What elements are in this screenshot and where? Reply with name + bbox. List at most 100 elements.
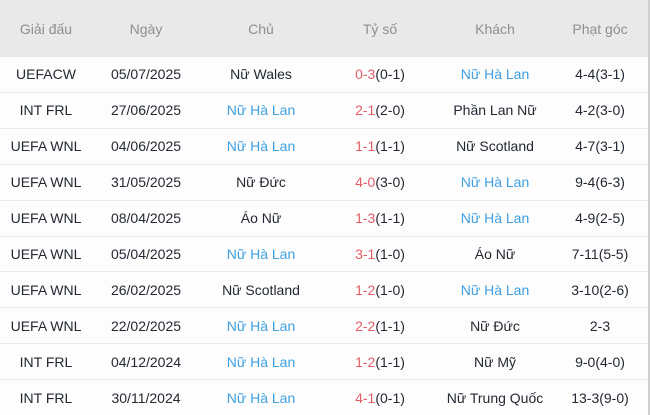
match-row[interactable]: UEFACW 05/07/2025 Nữ Wales 0-3(0-1) Nữ H… (0, 57, 648, 93)
home-team-label: Nữ Hà Lan (226, 353, 296, 370)
date-cell: 27/06/2025 (92, 102, 200, 118)
column-header-league: Giải đấu (19, 20, 73, 37)
corners-cell: 4-7(3-1) (552, 138, 648, 154)
away-team-cell: Nữ Hà Lan (438, 210, 552, 226)
date-cell: 26/02/2025 (92, 282, 200, 298)
date-cell: 04/12/2024 (92, 354, 200, 370)
score-cell: 2-1(2-0) (322, 102, 438, 118)
date-label: 05/07/2025 (110, 66, 182, 83)
away-team-label: Nữ Hà Lan (460, 66, 530, 83)
column-header-home: Chủ (248, 20, 274, 37)
corners-label: 4-4(3-1) (575, 66, 625, 83)
away-team-label: Nữ Hà Lan (460, 174, 530, 191)
score-cell: 0-3(0-1) (322, 66, 438, 82)
league-label: UEFACW (16, 66, 76, 83)
league-label: UEFA WNL (10, 317, 82, 334)
away-team-label: Nữ Trung Quốc (446, 389, 544, 406)
home-team-cell: Nữ Hà Lan (200, 354, 322, 370)
away-team-label: Nữ Scotland (456, 138, 534, 155)
score-halftime-label: (0-1) (375, 389, 405, 406)
home-team-label: Áo Nữ (240, 210, 282, 227)
league-label: UEFA WNL (10, 245, 82, 262)
home-team-cell: Nữ Wales (200, 66, 322, 82)
corners-label: 4-9(2-5) (575, 210, 625, 227)
score-cell: 1-3(1-1) (322, 210, 438, 226)
league-cell: INT FRL (0, 390, 92, 406)
score-halftime-label: (1-1) (375, 353, 405, 370)
date-label: 04/12/2024 (110, 353, 182, 370)
date-label: 08/04/2025 (110, 210, 182, 227)
match-row[interactable]: UEFA WNL 31/05/2025 Nữ Đức 4-0(3-0) Nữ H… (0, 164, 648, 201)
match-row[interactable]: UEFA WNL 08/04/2025 Áo Nữ 1-3(1-1) Nữ Hà… (0, 200, 648, 237)
score-cell: 1-2(1-0) (322, 282, 438, 298)
away-team-cell: Phần Lan Nữ (438, 102, 552, 118)
score-fulltime-label: 2-1 (355, 102, 376, 119)
score-fulltime-label: 1-3 (355, 210, 376, 227)
home-team-cell: Nữ Hà Lan (200, 246, 322, 262)
away-team-label: Nữ Hà Lan (460, 281, 530, 298)
away-team-label: Nữ Đức (470, 317, 520, 334)
home-team-label: Nữ Hà Lan (226, 138, 296, 155)
league-label: INT FRL (19, 102, 73, 119)
match-row[interactable]: UEFA WNL 26/02/2025 Nữ Scotland 1-2(1-0)… (0, 272, 648, 309)
league-cell: UEFACW (0, 66, 92, 82)
date-label: 05/04/2025 (110, 245, 182, 262)
home-team-cell: Nữ Hà Lan (200, 102, 322, 118)
date-label: 04/06/2025 (110, 138, 182, 155)
home-team-label: Nữ Hà Lan (226, 389, 296, 406)
score-fulltime-label: 4-0 (355, 174, 376, 191)
corners-label: 2-3 (589, 317, 611, 334)
away-team-cell: Nữ Hà Lan (438, 174, 552, 190)
score-cell: 4-0(3-0) (322, 174, 438, 190)
corners-label: 4-7(3-1) (575, 138, 625, 155)
match-row[interactable]: INT FRL 04/12/2024 Nữ Hà Lan 1-2(1-1) Nữ… (0, 344, 648, 381)
score-fulltime-label: 1-2 (355, 281, 376, 298)
date-label: 26/02/2025 (110, 281, 182, 298)
league-label: INT FRL (19, 389, 73, 406)
date-label: 22/02/2025 (110, 317, 182, 334)
league-cell: UEFA WNL (0, 318, 92, 334)
score-fulltime-label: 0-3 (355, 66, 376, 83)
corners-label: 9-0(4-0) (575, 353, 625, 370)
away-team-cell: Nữ Trung Quốc (438, 390, 552, 406)
corners-cell: 4-2(3-0) (552, 102, 648, 118)
score-fulltime-label: 3-1 (355, 245, 376, 262)
score-halftime-label: (1-1) (375, 317, 405, 334)
score-cell: 2-2(1-1) (322, 318, 438, 334)
away-team-label: Áo Nữ (474, 245, 516, 262)
league-cell: INT FRL (0, 354, 92, 370)
date-cell: 31/05/2025 (92, 174, 200, 190)
match-row[interactable]: UEFA WNL 05/04/2025 Nữ Hà Lan 3-1(1-0) Á… (0, 236, 648, 273)
league-label: UEFA WNL (10, 281, 82, 298)
away-team-cell: Nữ Scotland (438, 138, 552, 154)
away-team-cell: Nữ Mỹ (438, 354, 552, 370)
corners-cell: 3-10(2-6) (552, 282, 648, 298)
away-team-cell: Áo Nữ (438, 246, 552, 262)
league-label: INT FRL (19, 353, 73, 370)
league-cell: UEFA WNL (0, 138, 92, 154)
away-team-label: Nữ Hà Lan (460, 210, 530, 227)
date-cell: 05/04/2025 (92, 246, 200, 262)
corners-cell: 2-3 (552, 318, 648, 334)
league-cell: UEFA WNL (0, 210, 92, 226)
score-fulltime-label: 2-2 (355, 317, 376, 334)
corners-cell: 9-4(6-3) (552, 174, 648, 190)
match-row[interactable]: INT FRL 27/06/2025 Nữ Hà Lan 2-1(2-0) Ph… (0, 92, 648, 129)
score-halftime-label: (1-1) (375, 138, 405, 155)
away-team-label: Phần Lan Nữ (453, 102, 537, 119)
match-row[interactable]: INT FRL 30/11/2024 Nữ Hà Lan 4-1(0-1) Nữ… (0, 380, 648, 415)
home-team-cell: Nữ Hà Lan (200, 318, 322, 334)
date-cell: 08/04/2025 (92, 210, 200, 226)
match-row[interactable]: UEFA WNL 04/06/2025 Nữ Hà Lan 1-1(1-1) N… (0, 128, 648, 165)
date-cell: 04/06/2025 (92, 138, 200, 154)
home-team-label: Nữ Hà Lan (226, 245, 296, 262)
score-halftime-label: (3-0) (375, 174, 405, 191)
match-row[interactable]: UEFA WNL 22/02/2025 Nữ Hà Lan 2-2(1-1) N… (0, 308, 648, 345)
corners-label: 13-3(9-0) (571, 389, 629, 406)
score-halftime-label: (2-0) (375, 102, 405, 119)
league-cell: UEFA WNL (0, 174, 92, 190)
home-team-label: Nữ Wales (230, 66, 292, 83)
score-cell: 1-2(1-1) (322, 354, 438, 370)
away-team-cell: Nữ Hà Lan (438, 66, 552, 82)
